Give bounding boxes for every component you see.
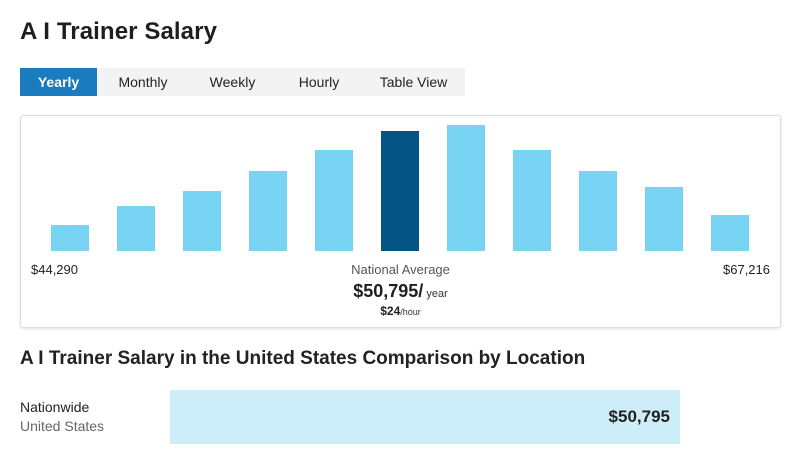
tab-yearly[interactable]: Yearly	[20, 68, 97, 96]
location-salary-value: $50,795	[608, 407, 670, 426]
average-unit: year	[423, 288, 448, 300]
location-row: Nationwide United States $50,795	[20, 388, 781, 444]
histogram-bar	[447, 125, 485, 251]
histogram-bar	[711, 215, 749, 251]
histogram-bar	[183, 191, 221, 251]
average-salary: $50,795/	[353, 281, 424, 301]
histogram-bar	[315, 150, 353, 251]
salary-histogram	[51, 125, 749, 251]
salary-distribution-chart: $44,290 $67,216 National Average $50,795…	[20, 115, 781, 328]
location-region: United States	[20, 418, 105, 434]
location-salary-bar: $50,795	[170, 390, 680, 444]
page-title: A I Trainer Salary	[20, 18, 218, 45]
histogram-bar	[51, 225, 89, 251]
salary-range-min: $44,290	[31, 262, 78, 277]
tab-hourly[interactable]: Hourly	[298, 74, 340, 90]
pay-period-tabs: Yearly Monthly Weekly Hourly Table View	[20, 68, 465, 96]
salary-range-max: $67,216	[723, 262, 770, 277]
histogram-bar	[579, 171, 617, 251]
histogram-bar-average	[381, 131, 419, 251]
tab-table-view[interactable]: Table View	[379, 74, 448, 90]
tab-monthly[interactable]: Monthly	[118, 74, 168, 90]
histogram-bar	[249, 171, 287, 251]
tab-weekly[interactable]: Weekly	[209, 74, 256, 90]
histogram-bar	[645, 187, 683, 251]
location-comparison-heading: A I Trainer Salary in the United States …	[20, 348, 586, 369]
histogram-bar	[117, 206, 155, 251]
hourly-unit: /hour	[400, 307, 421, 317]
histogram-bar	[513, 150, 551, 251]
national-average-label: National Average	[351, 262, 450, 277]
national-average-hourly: $24/hour	[21, 304, 780, 318]
location-name: Nationwide	[20, 399, 90, 415]
national-average-value: $50,795/ year	[21, 281, 780, 302]
hourly-rate: $24	[380, 304, 401, 318]
